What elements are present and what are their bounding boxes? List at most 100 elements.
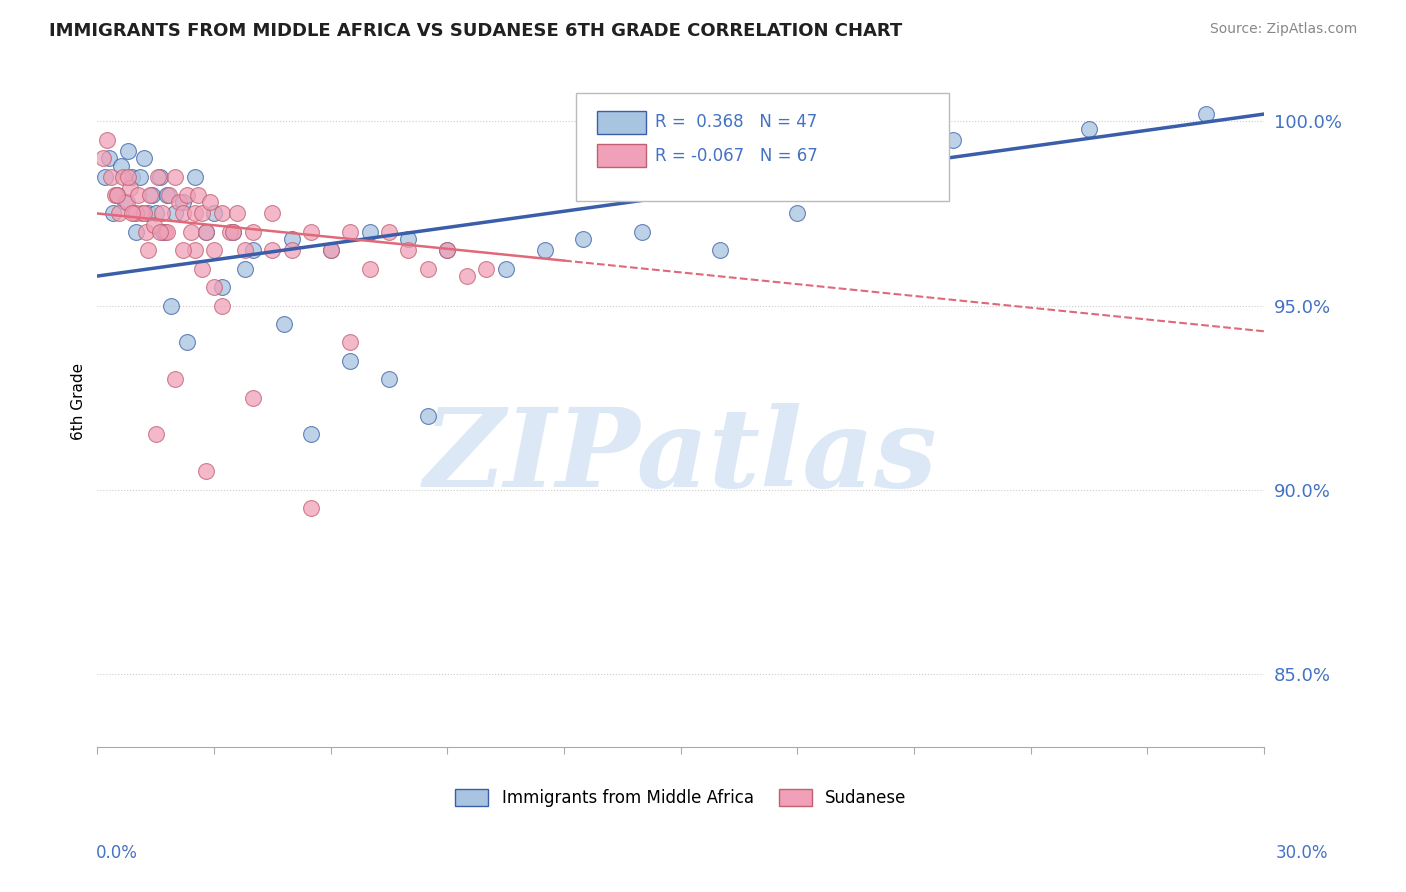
Text: R =  0.368   N = 47: R = 0.368 N = 47	[655, 113, 817, 131]
Legend: Immigrants from Middle Africa, Sudanese: Immigrants from Middle Africa, Sudanese	[447, 780, 915, 815]
Point	[630, 225, 652, 239]
Point	[146, 169, 169, 184]
Point	[242, 391, 264, 405]
Point	[165, 206, 187, 220]
Point	[111, 169, 134, 184]
Point	[132, 206, 155, 220]
Point	[378, 372, 401, 386]
Point	[1078, 121, 1101, 136]
Point	[202, 280, 225, 294]
Point	[299, 427, 322, 442]
Point	[98, 151, 121, 165]
Point	[211, 280, 233, 294]
Point	[222, 225, 245, 239]
Point	[176, 335, 198, 350]
Point	[120, 180, 142, 194]
Point	[129, 169, 152, 184]
Point	[398, 232, 420, 246]
Point	[222, 225, 245, 239]
Text: R = -0.067   N = 67: R = -0.067 N = 67	[655, 146, 818, 164]
Point	[183, 169, 205, 184]
Point	[145, 427, 167, 442]
Point	[136, 244, 159, 258]
Point	[211, 206, 233, 220]
Point	[709, 244, 731, 258]
Point	[180, 225, 202, 239]
Point	[299, 225, 322, 239]
Point	[152, 225, 174, 239]
Point	[319, 244, 342, 258]
Point	[191, 261, 214, 276]
Point	[135, 225, 157, 239]
Point	[145, 206, 167, 220]
FancyBboxPatch shape	[575, 93, 949, 201]
Point	[202, 206, 225, 220]
Point	[156, 188, 179, 202]
Point	[172, 244, 194, 258]
Text: Source: ZipAtlas.com: Source: ZipAtlas.com	[1209, 22, 1357, 37]
Point	[136, 206, 159, 220]
Text: ZIPatlas: ZIPatlas	[423, 403, 938, 510]
Point	[107, 206, 129, 220]
Point	[202, 244, 225, 258]
Point	[148, 169, 170, 184]
Point	[101, 206, 124, 220]
Point	[132, 151, 155, 165]
Point	[110, 159, 132, 173]
Point	[131, 206, 153, 220]
Point	[786, 206, 808, 220]
Point	[172, 206, 194, 220]
Point	[191, 206, 214, 220]
Point	[572, 232, 595, 246]
Point	[281, 232, 304, 246]
Point	[475, 261, 498, 276]
Point	[339, 225, 361, 239]
Point	[155, 225, 177, 239]
Point	[195, 225, 218, 239]
Point	[233, 244, 256, 258]
Point	[100, 169, 122, 184]
Point	[226, 206, 249, 220]
Point	[339, 353, 361, 368]
Point	[142, 218, 165, 232]
Point	[187, 188, 209, 202]
Point	[105, 188, 128, 202]
Point	[96, 133, 118, 147]
Point	[125, 206, 148, 220]
Point	[262, 206, 284, 220]
Point	[165, 169, 187, 184]
FancyBboxPatch shape	[596, 111, 645, 134]
Point	[299, 501, 322, 516]
Point	[124, 206, 146, 220]
Point	[378, 225, 401, 239]
Text: 0.0%: 0.0%	[96, 844, 138, 862]
Point	[495, 261, 517, 276]
Point	[176, 188, 198, 202]
Point	[139, 188, 162, 202]
Point	[218, 225, 240, 239]
Point	[150, 206, 173, 220]
Point	[125, 225, 148, 239]
Point	[242, 225, 264, 239]
Point	[104, 188, 127, 202]
Point	[416, 261, 439, 276]
Point	[117, 144, 139, 158]
Point	[157, 188, 180, 202]
Point	[105, 188, 128, 202]
Point	[121, 206, 143, 220]
Point	[94, 169, 117, 184]
Point	[165, 372, 187, 386]
Point	[233, 261, 256, 276]
Point	[262, 244, 284, 258]
Point	[115, 195, 138, 210]
Point	[160, 299, 183, 313]
FancyBboxPatch shape	[596, 144, 645, 168]
Point	[273, 317, 295, 331]
Point	[195, 464, 218, 478]
Point	[183, 244, 205, 258]
Point	[319, 244, 342, 258]
Point	[127, 188, 149, 202]
Text: IMMIGRANTS FROM MIDDLE AFRICA VS SUDANESE 6TH GRADE CORRELATION CHART: IMMIGRANTS FROM MIDDLE AFRICA VS SUDANES…	[49, 22, 903, 40]
Point	[533, 244, 555, 258]
Point	[156, 225, 179, 239]
